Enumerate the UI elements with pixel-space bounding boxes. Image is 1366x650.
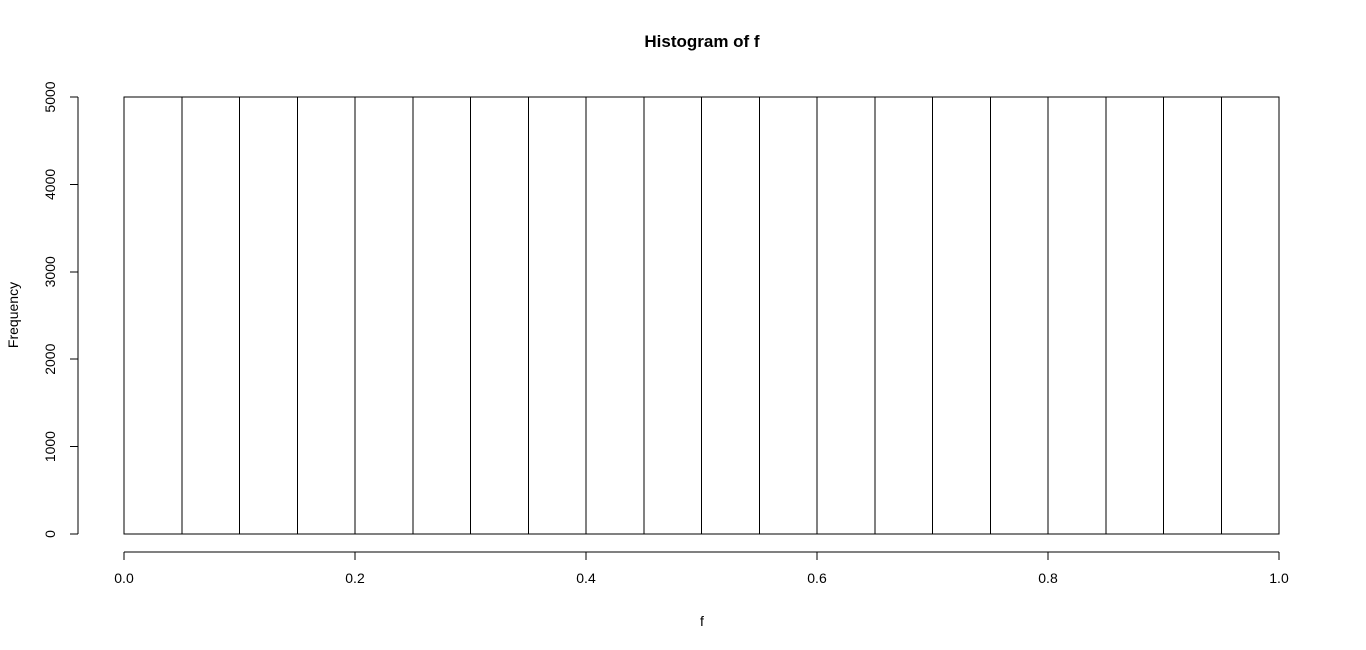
histogram-bar bbox=[932, 96, 991, 535]
y-tick-label: 0 bbox=[42, 530, 58, 538]
histogram-bar bbox=[989, 96, 1049, 535]
y-axis-label: Frequency bbox=[5, 282, 21, 348]
histogram-bar bbox=[412, 96, 471, 535]
histogram-bars bbox=[123, 96, 1280, 535]
x-axis: 0.0 0.2 0.4 0.6 0.8 1.0 bbox=[114, 551, 1289, 586]
histogram-bar bbox=[296, 96, 356, 535]
histogram-bar bbox=[354, 96, 414, 535]
histogram-bar bbox=[643, 96, 702, 535]
y-tick-label: 5000 bbox=[42, 81, 58, 112]
histogram-bar bbox=[239, 96, 298, 535]
x-tick-label: 0.4 bbox=[576, 570, 596, 586]
y-tick-label: 3000 bbox=[42, 256, 58, 287]
histogram-bar bbox=[123, 96, 183, 535]
y-tick-label: 4000 bbox=[42, 169, 58, 200]
histogram-bar bbox=[1105, 96, 1164, 535]
x-tick-label: 0.2 bbox=[345, 570, 365, 586]
histogram-bar bbox=[1220, 96, 1280, 535]
chart-title: Histogram of f bbox=[644, 32, 760, 51]
histogram-bar bbox=[701, 96, 760, 535]
histogram-bar bbox=[470, 96, 529, 535]
x-tick-label: 0.0 bbox=[114, 570, 134, 586]
histogram-bar bbox=[585, 96, 645, 535]
histogram-bar bbox=[181, 96, 240, 535]
x-tick-label: 0.8 bbox=[1038, 570, 1058, 586]
histogram-bar bbox=[1163, 96, 1222, 535]
histogram-bar bbox=[758, 96, 818, 535]
y-tick-label: 1000 bbox=[42, 431, 58, 462]
histogram-bar bbox=[874, 96, 933, 535]
x-axis-label: f bbox=[700, 613, 704, 629]
x-tick-label: 1.0 bbox=[1269, 570, 1289, 586]
histogram-bar bbox=[816, 96, 876, 535]
x-tick-label: 0.6 bbox=[807, 570, 827, 586]
y-axis: 0 1000 2000 3000 4000 5000 bbox=[42, 81, 79, 538]
y-tick-label: 2000 bbox=[42, 343, 58, 374]
histogram-bar bbox=[527, 96, 587, 535]
histogram-bar bbox=[1047, 96, 1107, 535]
